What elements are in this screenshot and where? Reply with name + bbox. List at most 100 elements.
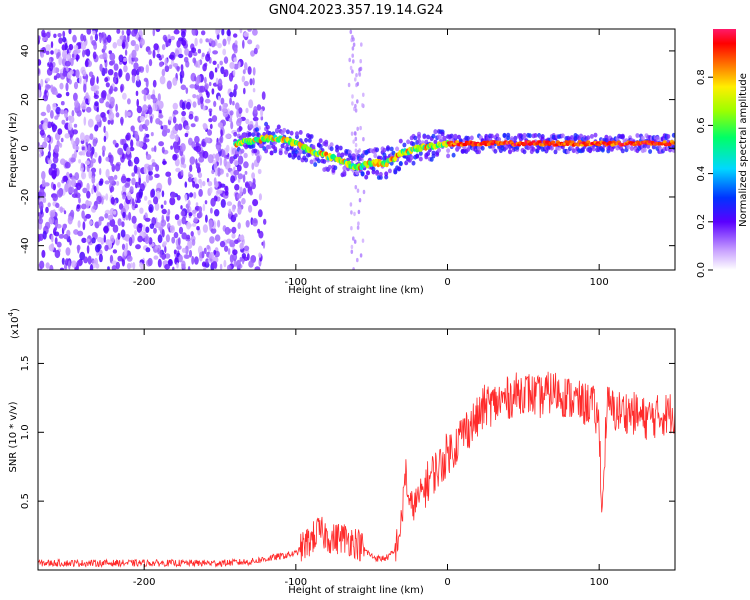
spectrogram-cell-1385 xyxy=(153,196,159,205)
spectrogram-cell-1458 xyxy=(138,66,141,72)
spectrogram-cell-338 xyxy=(49,264,54,270)
spectrogram-cell-954 xyxy=(94,124,99,132)
spectrogram-cell-1257 xyxy=(181,39,187,47)
spectrogram-cell-550 xyxy=(153,227,157,234)
spectrogram-cell-1356 xyxy=(63,233,69,240)
spectrogram-cell-645 xyxy=(151,147,155,152)
spectrogram-cell-936 xyxy=(80,41,87,50)
spectrogram-cell-1150 xyxy=(188,113,194,120)
spectrogram-cell-493 xyxy=(165,234,170,243)
spectrogram-cell-1240 xyxy=(141,89,147,95)
spectrogram-x-tick-label-2: 0 xyxy=(444,277,450,288)
spectrogram-cell-906 xyxy=(220,198,226,208)
spectrogram-cell-851 xyxy=(112,224,119,233)
spectrogram-cell-1183 xyxy=(191,255,195,265)
spectrogram-cell-1086 xyxy=(122,194,126,200)
spectrogram-cell-2181 xyxy=(589,134,594,139)
spectrogram-cell-1158 xyxy=(152,79,157,88)
spectrogram-cell-2091 xyxy=(535,148,540,154)
spectrogram-cell-1298 xyxy=(66,179,72,189)
spectrogram-cell-587 xyxy=(82,221,86,231)
spectrogram-cell-1108 xyxy=(70,137,74,145)
spectrogram-cell-1364 xyxy=(60,158,66,165)
spectrogram-cell-2088 xyxy=(533,133,538,138)
spectrogram-cell-1419 xyxy=(125,214,129,221)
spectrogram-cell-1425 xyxy=(139,115,145,122)
spectrogram-cell-786 xyxy=(43,137,50,142)
spectrogram-cell-1999 xyxy=(480,145,485,151)
spectrogram-cell-1342 xyxy=(194,75,197,82)
spectrogram-cell-1664 xyxy=(276,124,281,130)
spectrogram-cell-1773 xyxy=(342,170,347,175)
spectrogram-cell-1052 xyxy=(173,231,179,239)
spectrogram-cell-1064 xyxy=(192,94,197,99)
snr-x-tick-label-3: 100 xyxy=(590,577,609,588)
spectrogram-cell-1544 xyxy=(350,226,353,231)
spectrogram-cell-753 xyxy=(43,197,47,204)
spectrogram-cell-915 xyxy=(175,134,179,143)
spectrogram-cell-119 xyxy=(170,145,174,150)
spectrogram-cell-1567 xyxy=(356,188,360,193)
spectrogram-cell-1866 xyxy=(398,161,403,166)
spectrogram-cell-674 xyxy=(45,262,50,269)
spectrogram-cell-3 xyxy=(233,63,239,70)
spectrogram-cell-1067 xyxy=(85,92,89,100)
spectrogram-cell-620 xyxy=(50,41,54,49)
spectrogram-cell-460 xyxy=(233,47,238,54)
spectrogram-cell-856 xyxy=(87,118,94,128)
spectrogram-cell-1558 xyxy=(362,92,365,98)
spectrogram-cell-1653 xyxy=(269,150,274,156)
spectrogram-cell-440 xyxy=(70,57,74,67)
spectrogram-cell-1273 xyxy=(201,250,205,259)
spectrogram-cell-1472 xyxy=(126,146,131,155)
spectrogram-cell-1436 xyxy=(223,69,229,77)
spectrogram-cell-544 xyxy=(163,200,167,205)
spectrogram-cell-2163 xyxy=(579,133,583,139)
spectrogram-cell-1301 xyxy=(225,133,232,139)
spectrogram-cell-850 xyxy=(207,181,213,187)
spectrogram-cell-701 xyxy=(108,240,113,249)
spectrogram-cell-1182 xyxy=(162,124,168,133)
spectrogram-cell-1331 xyxy=(76,204,81,210)
spectrogram-cell-1187 xyxy=(139,38,145,46)
spectrogram-cell-1942 xyxy=(446,148,451,154)
spectrogram-cell-554 xyxy=(86,29,92,35)
spectrogram-cell-502 xyxy=(171,236,176,244)
spectrogram-cell-1335 xyxy=(109,85,114,94)
spectrogram-cell-975 xyxy=(178,226,184,235)
spectrogram-cell-1556 xyxy=(351,101,354,106)
spectrogram-cell-152 xyxy=(50,110,54,119)
spectrogram-cell-1919 xyxy=(431,150,436,156)
spectrogram-cell-1581 xyxy=(351,53,355,58)
spectrogram-cell-1414 xyxy=(243,256,249,261)
spectrogram-cell-1882 xyxy=(409,155,414,161)
spectrogram-cell-185 xyxy=(90,167,97,174)
spectrogram-cell-1069 xyxy=(186,234,191,240)
spectrogram-cell-1698 xyxy=(296,155,301,161)
spectrogram-cell-524 xyxy=(232,253,238,262)
spectrogram-cell-1492 xyxy=(208,219,213,228)
spectrogram-cell-1508 xyxy=(140,30,143,39)
spectrogram-cell-396 xyxy=(168,64,173,69)
spectrogram-cell-824 xyxy=(73,44,79,51)
snr-x-label: Height of straight line (km) xyxy=(288,585,424,596)
spectrogram-cell-313 xyxy=(238,107,243,114)
spectrogram-cell-1058 xyxy=(112,42,118,49)
spectrogram-cell-1457 xyxy=(211,115,218,123)
spectrogram-cell-150 xyxy=(61,257,65,265)
spectrogram-cell-1031 xyxy=(57,182,61,188)
spectrogram-cell-176 xyxy=(167,176,172,186)
spectrogram-cell-983 xyxy=(84,134,90,143)
snr-multiplier-exp: 4 xyxy=(7,311,15,316)
spectrogram-cell-1289 xyxy=(66,54,71,60)
spectrogram-cell-1280 xyxy=(164,65,170,73)
spectrogram-cell-2231 xyxy=(620,148,625,154)
spectrogram-cell-835 xyxy=(41,170,46,180)
spectrogram-cell-1081 xyxy=(190,231,194,237)
spectrogram-cell-1490 xyxy=(88,169,92,179)
spectrogram-cell-928 xyxy=(72,34,77,43)
spectrogram-cell-821 xyxy=(181,247,187,253)
spectrogram-cell-1418 xyxy=(45,50,50,55)
spectrogram-cell-952 xyxy=(157,247,160,255)
spectrogram-cell-891 xyxy=(161,54,164,59)
